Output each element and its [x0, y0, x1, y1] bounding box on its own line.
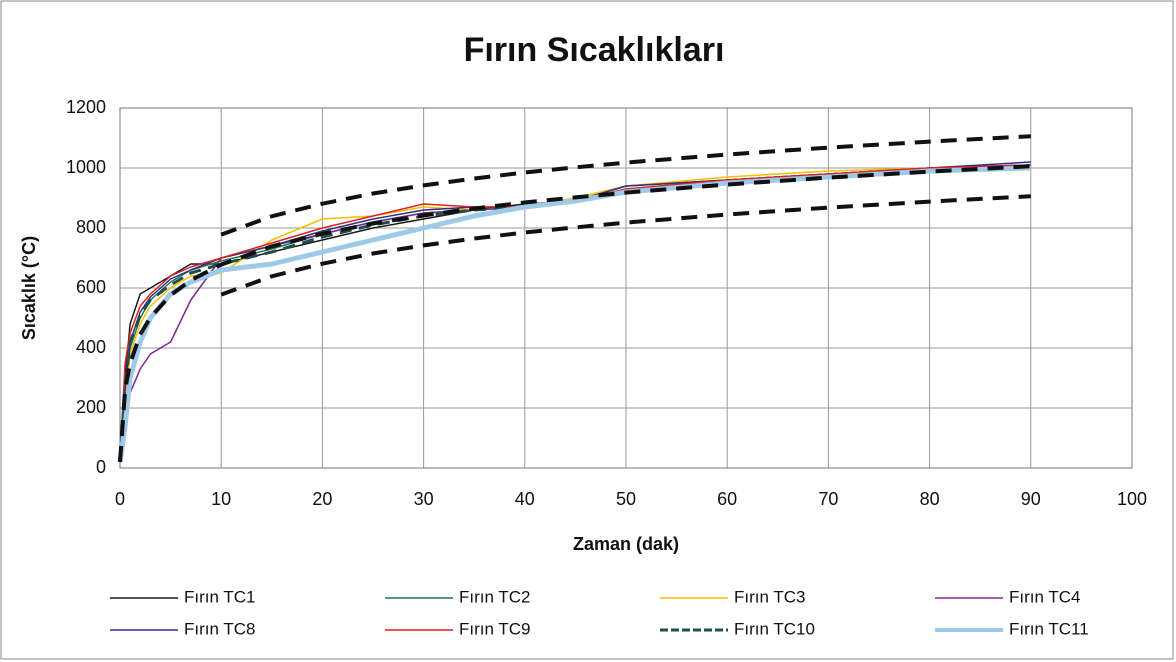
legend-label: Fırın TC3: [734, 587, 805, 606]
y-tick-label: 0: [96, 457, 106, 477]
plot-area: [119, 107, 1133, 469]
series-line: [118, 164, 1031, 463]
x-tick-label: 70: [818, 489, 838, 509]
x-tick-label: 60: [717, 489, 737, 509]
legend-label: Fırın TC4: [1009, 587, 1080, 606]
y-tick-label: 200: [76, 397, 106, 417]
y-tick-label: 1200: [66, 97, 106, 117]
x-tick-label: 0: [115, 489, 125, 509]
x-tick-label: 50: [616, 489, 636, 509]
x-tick-label: 80: [920, 489, 940, 509]
x-tick-label: 30: [414, 489, 434, 509]
series-line: [119, 164, 1031, 463]
legend-label: Fırın TC10: [734, 619, 815, 638]
chart-title: Fırın Sıcaklıkları: [464, 31, 725, 69]
y-tick-label: 600: [76, 277, 106, 297]
x-tick-label: 40: [515, 489, 535, 509]
series-line: [220, 194, 1031, 297]
y-tick-label: 800: [76, 217, 106, 237]
x-axis-title: Zaman (dak): [573, 534, 679, 554]
series-line: [220, 134, 1031, 237]
x-tick-label: 20: [312, 489, 332, 509]
x-tick-label: 10: [211, 489, 231, 509]
y-axis-title: Sıcaklık (°C): [19, 236, 39, 340]
legend-label: Fırın TC2: [459, 587, 530, 606]
y-tick-label: 400: [76, 337, 106, 357]
legend-label: Fırın TC9: [459, 619, 530, 638]
x-tick-label: 100: [1117, 489, 1147, 509]
legend-label: Fırın TC11: [1009, 619, 1089, 638]
legend-label: Fırın TC8: [184, 619, 255, 638]
x-tick-label: 90: [1021, 489, 1041, 509]
y-tick-label: 1000: [66, 157, 106, 177]
legend-label: Fırın TC1: [184, 587, 255, 606]
series-line: [119, 164, 1031, 463]
